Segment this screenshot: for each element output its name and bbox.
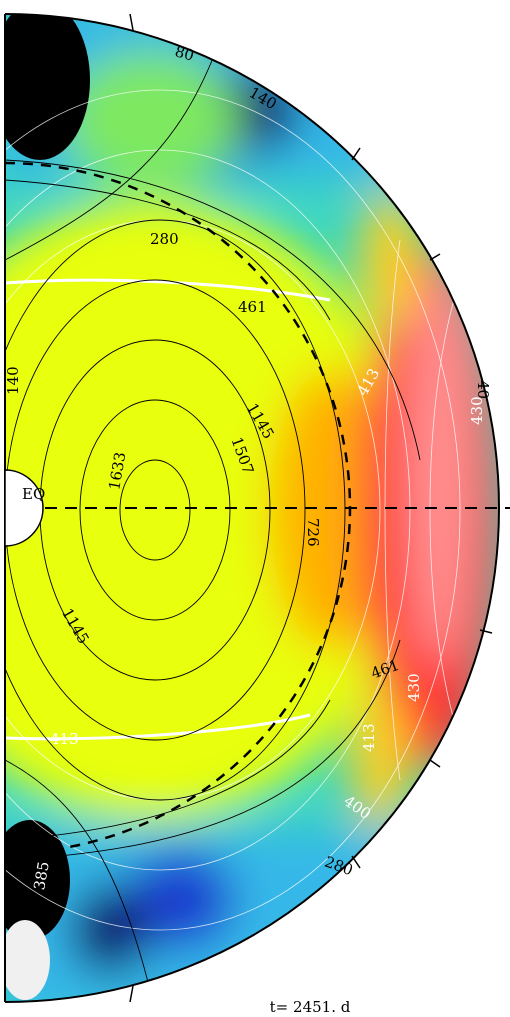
equator-label: EQ <box>22 485 45 503</box>
inner-core <box>4 469 44 547</box>
contour-label: 140 <box>4 366 22 395</box>
contour-label: 385 <box>30 860 53 891</box>
white-contour-label: 413 <box>50 730 79 748</box>
white-contour-label: 430 <box>468 396 486 425</box>
time-caption: t= 2451. d <box>270 998 351 1016</box>
contour-label: 2 <box>14 38 32 48</box>
white-contour-label: 430 <box>405 673 423 702</box>
contour-label: 19 <box>50 40 68 59</box>
outer-boundary <box>4 13 500 1003</box>
tick-marks <box>129 13 493 1003</box>
contour-label: 280 <box>150 230 179 248</box>
contour-label: 461 <box>238 298 267 316</box>
contour-label: 726 <box>304 518 322 547</box>
contour-label: 0 <box>1 28 19 38</box>
contour-label: 80 <box>173 42 196 64</box>
contour-label: 40 <box>474 380 492 399</box>
white-contour-label: 413 <box>360 723 378 752</box>
